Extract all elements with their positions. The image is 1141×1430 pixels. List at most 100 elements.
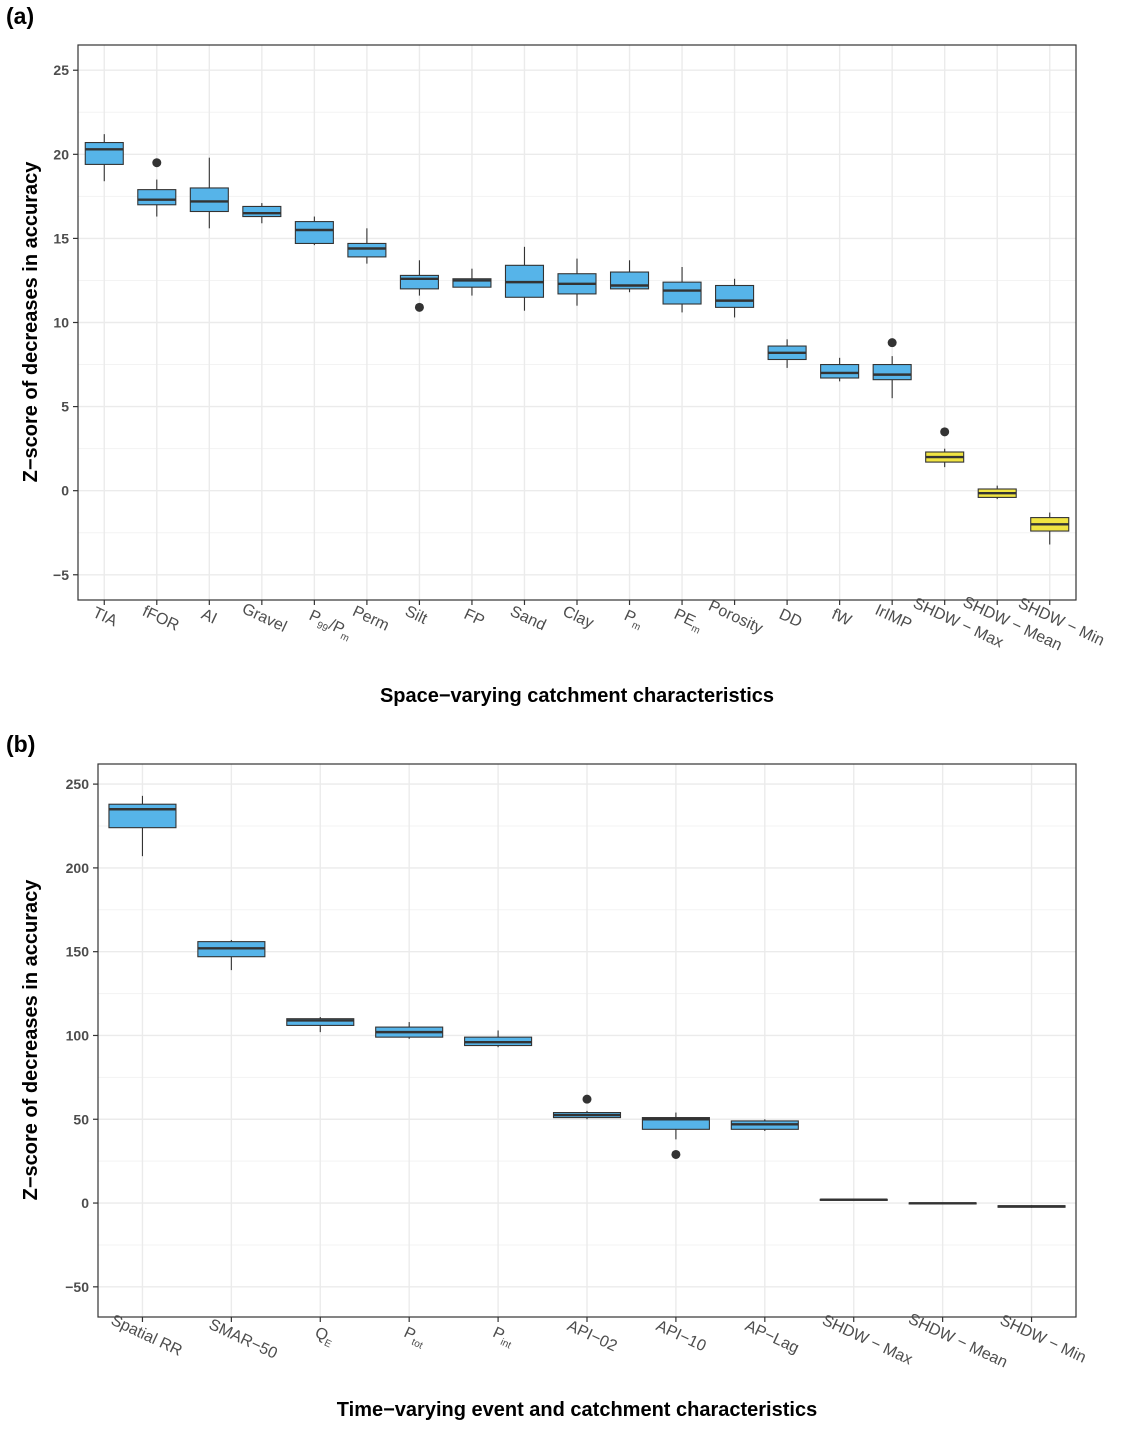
box-iqr [137,189,177,206]
box-iqr [399,274,439,290]
y-tick-label: 100 [66,1027,90,1043]
box-3 [189,157,229,229]
box-iqr [662,281,702,305]
x-tick-label: SHDW − Max [819,1312,914,1369]
box-2 [197,939,266,971]
box-iqr [872,363,912,381]
box-iqr [347,242,387,258]
x-tick-label: DD [776,606,804,631]
y-tick-label: −5 [53,567,69,583]
box-13 [715,278,755,318]
box-iqr [715,284,755,308]
x-tick-label-part: /P [326,616,347,638]
x-tick-label: API−02 [564,1317,619,1355]
x-tick-label: Ptot [400,1324,428,1351]
x-tick-label: Pm [620,607,646,633]
box-4 [375,1022,444,1039]
box-iqr [641,1117,710,1130]
outlier-point [582,1094,592,1104]
box-iqr [294,221,334,245]
outlier-point [887,338,897,348]
box-7 [641,1112,710,1159]
box-8 [730,1119,799,1131]
panel-b-y-axis-title: Z−score of decreases in accuracy [20,879,42,1201]
y-tick-label: 200 [66,860,90,876]
x-tick-label: SMAR−50 [206,1316,280,1362]
x-tick-subscript: m [630,620,642,633]
box-18 [977,485,1017,500]
y-tick-label: 250 [66,776,90,792]
box-1 [84,134,124,182]
box-15 [820,357,860,382]
box-9 [819,1198,888,1201]
x-tick-subscript: int [498,1337,512,1352]
box-4 [242,203,282,224]
y-tick-label: 0 [81,1195,89,1211]
box-10 [908,1202,977,1205]
x-tick-label: QE [311,1324,337,1350]
x-tick-label: Clay [560,603,596,632]
y-tick-label: 0 [61,483,69,499]
y-tick-label: −50 [65,1279,89,1295]
box-3 [286,1017,355,1033]
y-tick-label: 20 [53,146,69,162]
panel-a-x-axis-title: Space−varying catchment characteristics [380,685,774,707]
panel-a-boxes [84,134,1070,545]
box-5 [294,216,334,246]
x-tick-label: Sand [507,603,548,634]
x-tick-label: SHDW − Min [997,1312,1088,1367]
panel-a-y-axis-title: Z−score of decreases in accuracy [20,161,42,483]
box-9 [504,246,545,311]
box-iqr [189,187,229,213]
box-17 [925,427,965,468]
x-tick-label: API−10 [653,1317,708,1355]
box-5 [464,1030,533,1048]
box-6 [347,228,387,264]
panel-b-y-axis: −50 0 50 100 150 200 250 [65,776,98,1295]
panel-a-label: (a) [6,3,34,29]
outlier-point [671,1149,681,1159]
box-7 [399,260,439,312]
box-iqr [452,278,492,288]
x-tick-label: Silt [402,603,430,628]
y-tick-label: 25 [53,62,69,78]
x-tick-subscript: m [689,623,701,636]
outlier-point [414,302,424,312]
x-tick-label: P99/Pm [305,607,354,644]
box-iqr [84,141,124,165]
x-tick-label: Perm [350,603,392,635]
panel-b-boxes [108,795,1066,1208]
x-tick-label: AI [199,606,220,628]
x-tick-label: Pint [489,1324,517,1351]
box-11 [609,260,650,293]
x-tick-label: Porosity [706,598,766,638]
outlier-point [940,427,950,437]
x-tick-subscript: tot [410,1337,425,1352]
box-2 [137,158,177,217]
box-12 [662,267,702,313]
outlier-point [152,158,162,168]
box-iqr [820,363,860,379]
x-tick-label: fFOR [140,603,182,635]
panel-a-y-axis: −5 0 5 10 15 20 25 [53,62,78,583]
x-tick-subscript: E [322,1338,333,1351]
panel-a: (a) −5 0 5 10 15 20 25 TIA fFOR AI Gravel P99/PmPe… [6,3,1107,707]
panel-b-gridlines [98,764,1076,1317]
y-tick-label: 15 [53,230,69,246]
panel-b: (b) −50 0 50 100 150 200 250 Spatial RR SMAR−50… [6,731,1089,1421]
box-19 [1030,512,1070,545]
panel-b-x-axis-title: Time−varying event and catchment charact… [337,1399,817,1421]
box-14 [767,339,807,368]
x-tick-label: TIA [90,604,120,630]
x-tick-subscript: 99 [315,620,330,635]
box-6 [552,1094,622,1120]
box-iqr [108,803,177,829]
box-10 [557,258,597,306]
y-tick-label: 10 [53,315,69,331]
box-11 [997,1205,1066,1208]
x-tick-label: Spatial RR [108,1312,185,1360]
box-iqr [242,205,282,218]
y-tick-label: 50 [73,1111,89,1127]
